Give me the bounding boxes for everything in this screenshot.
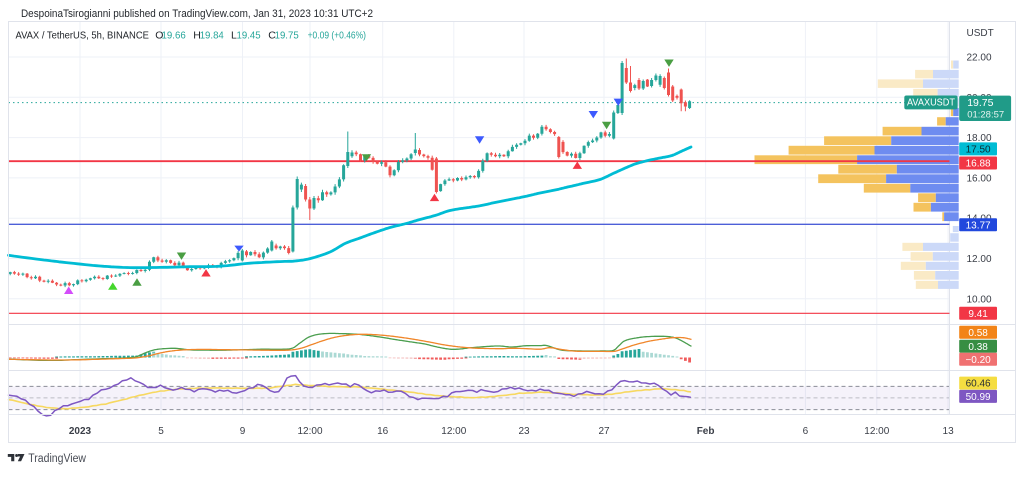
- svg-text:16: 16: [377, 426, 389, 437]
- svg-text:13: 13: [943, 426, 955, 437]
- svg-text:0.38: 0.38: [968, 342, 988, 353]
- svg-text:USDT: USDT: [967, 28, 994, 39]
- svg-text:17.50: 17.50: [966, 145, 991, 156]
- svg-text:50.99: 50.99: [966, 392, 991, 403]
- svg-text:12:00: 12:00: [297, 426, 322, 437]
- svg-text:AVAXUSDT: AVAXUSDT: [907, 98, 955, 109]
- svg-text:0.58: 0.58: [968, 328, 988, 339]
- svg-text:13.77: 13.77: [966, 220, 991, 231]
- svg-text:+0.09 (+0.46%): +0.09 (+0.46%): [308, 30, 366, 42]
- svg-text:12:00: 12:00: [864, 426, 889, 437]
- svg-text:60.46: 60.46: [966, 379, 991, 390]
- svg-text:O: O: [155, 30, 163, 42]
- svg-text:10.00: 10.00: [967, 294, 992, 305]
- svg-text:Feb: Feb: [697, 426, 715, 437]
- svg-text:6: 6: [803, 426, 809, 437]
- svg-text:19.75: 19.75: [275, 30, 299, 42]
- svg-text:19.45: 19.45: [237, 30, 261, 42]
- svg-text:22.00: 22.00: [967, 53, 992, 64]
- svg-text:19.75: 19.75: [967, 97, 993, 109]
- svg-text:9: 9: [240, 426, 246, 437]
- svg-text:5: 5: [158, 426, 164, 437]
- svg-text:01:28:57: 01:28:57: [967, 109, 1004, 120]
- svg-text:H: H: [193, 30, 201, 42]
- svg-text:2023: 2023: [69, 426, 92, 437]
- svg-text:9.41: 9.41: [968, 309, 988, 320]
- svg-text:19.84: 19.84: [200, 30, 224, 42]
- svg-text:16.00: 16.00: [967, 173, 992, 184]
- svg-text:27: 27: [598, 426, 610, 437]
- svg-text:12.00: 12.00: [967, 254, 992, 265]
- svg-text:18.00: 18.00: [967, 133, 992, 144]
- svg-text:−0.20: −0.20: [965, 355, 991, 366]
- svg-text:16.88: 16.88: [966, 159, 991, 170]
- svg-text:AVAX / TetherUS, 5h, BINANCE: AVAX / TetherUS, 5h, BINANCE: [16, 30, 149, 42]
- svg-text:L: L: [231, 30, 237, 42]
- svg-text:C: C: [268, 30, 276, 42]
- svg-text:19.66: 19.66: [162, 30, 186, 42]
- svg-text:DespoinaTsirogianni published: DespoinaTsirogianni published on Trading…: [21, 8, 373, 20]
- svg-text:TradingView: TradingView: [28, 453, 86, 465]
- svg-text:23: 23: [518, 426, 530, 437]
- svg-text:12:00: 12:00: [441, 426, 466, 437]
